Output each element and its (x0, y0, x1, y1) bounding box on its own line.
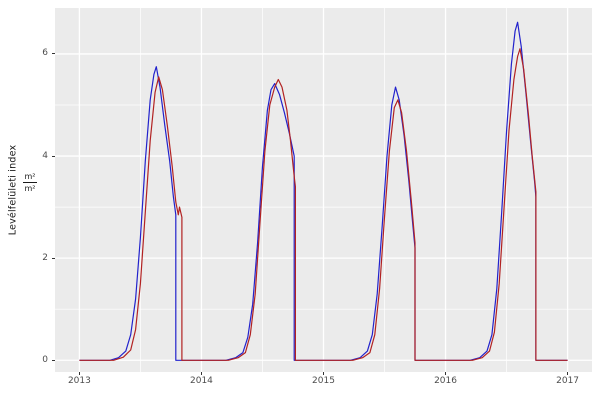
series-red (79, 48, 568, 361)
x-tick-label: 2017 (556, 376, 580, 386)
tick-mark (52, 53, 55, 55)
y-tick-label: 2 (42, 252, 48, 263)
tick-mark (52, 359, 55, 361)
tick-mark (78, 372, 80, 375)
tick-mark (52, 155, 55, 157)
y-tick-label: 6 (42, 48, 48, 59)
x-tick-label: 2013 (67, 376, 91, 386)
tick-mark (445, 372, 447, 375)
tick-mark (323, 372, 324, 375)
tick-mark (200, 372, 202, 375)
x-tick-label: 2014 (190, 376, 213, 386)
unit-numerator: m² (24, 172, 36, 181)
fraction-line (23, 182, 37, 184)
x-tick-label: 2016 (434, 376, 457, 386)
y-tick-label: 4 (42, 150, 48, 161)
unit-denominator: m² (24, 184, 36, 194)
plot-svg (55, 8, 592, 372)
tick-mark (567, 372, 569, 375)
plot-panel (55, 8, 592, 372)
y-axis-unit-fraction: m² m² (23, 172, 37, 193)
y-axis-title: Levélfelületi index (7, 144, 19, 236)
tick-mark (52, 257, 55, 259)
x-tick-label: 2015 (312, 376, 335, 386)
y-tick-label: 0 (42, 354, 48, 365)
